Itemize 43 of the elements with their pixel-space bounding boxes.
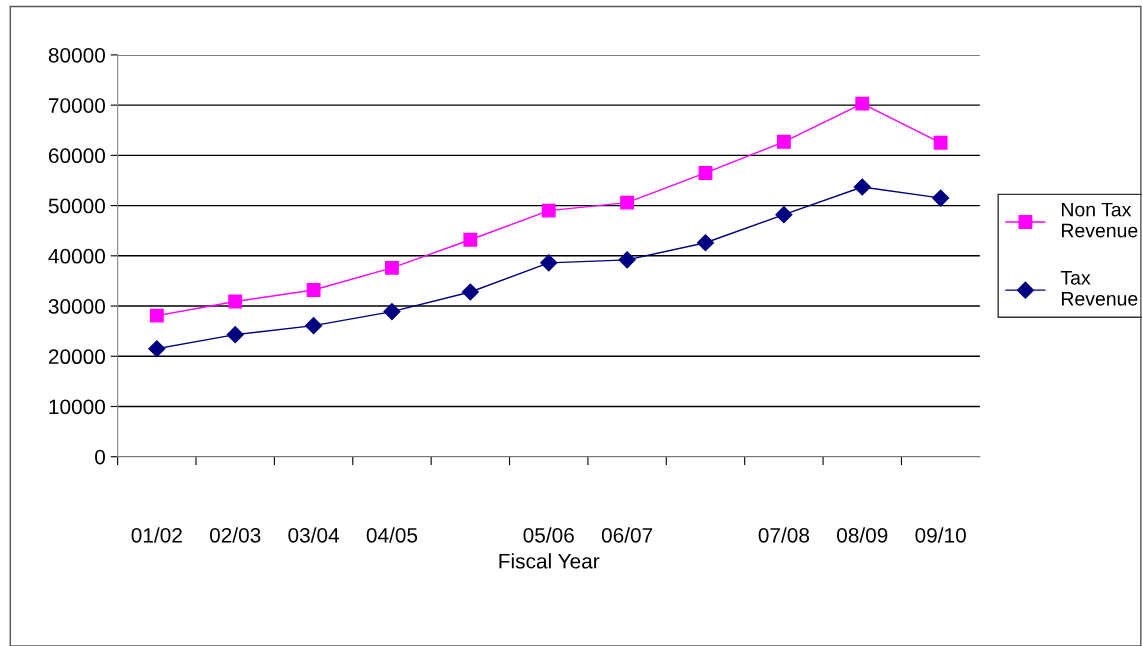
point	[853, 178, 871, 196]
point	[148, 340, 166, 358]
y-tick-label: 70000	[48, 98, 106, 113]
point	[698, 165, 713, 180]
point	[620, 195, 635, 210]
x-tick-label: 09/10	[915, 527, 966, 543]
x-tick-label: 04/05	[366, 527, 418, 543]
x-tick-label: 03/04	[288, 527, 340, 543]
y-tick-label: 30000	[48, 299, 106, 314]
y-tick-label: 80000	[48, 47, 106, 63]
point	[463, 232, 478, 247]
point	[775, 206, 793, 224]
point	[933, 135, 948, 150]
point	[226, 326, 244, 344]
point	[932, 189, 950, 207]
x-tick-label: 02/03	[209, 527, 261, 543]
x-tick-label: 01/02	[131, 527, 182, 543]
x-tick-label: 05/06	[523, 527, 574, 543]
point	[306, 283, 321, 297]
point	[149, 308, 164, 323]
point	[776, 134, 791, 149]
x-tick-label: 08/09	[837, 527, 888, 543]
y-tick-label: 60000	[48, 148, 106, 164]
point	[383, 303, 401, 321]
point	[618, 251, 636, 269]
x-axis-title: Fiscal Year	[499, 553, 600, 569]
x-tick-label: 07/08	[758, 527, 810, 543]
point	[461, 283, 479, 301]
y-tick-label: 50000	[48, 198, 106, 214]
y-tick-label: 40000	[48, 248, 106, 264]
y-tick-label: 0	[95, 449, 106, 465]
y-tick-label: 20000	[48, 349, 106, 365]
point	[305, 317, 323, 335]
y-tick-label: 10000	[49, 399, 106, 415]
x-tick-label: 06/07	[601, 527, 653, 543]
point	[696, 234, 715, 252]
legend-label: Tax Revenue	[1060, 271, 1138, 306]
point	[541, 203, 556, 218]
point	[228, 294, 243, 309]
point	[855, 96, 870, 111]
point	[540, 254, 558, 272]
point	[385, 260, 399, 275]
legend-label: Non Tax Revenue	[1062, 202, 1138, 238]
